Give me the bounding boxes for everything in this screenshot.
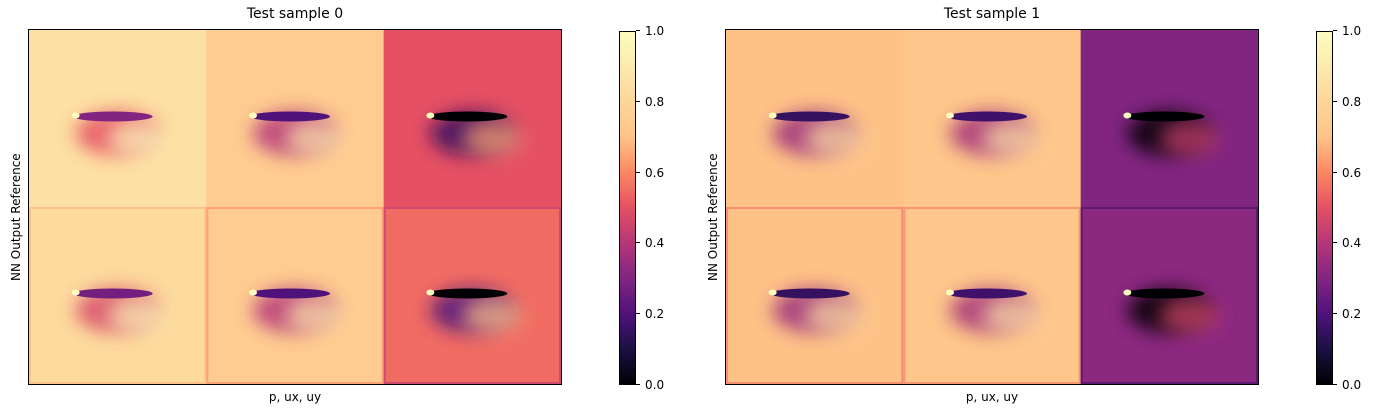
- field-panel-reference-uy: [383, 207, 561, 384]
- y-axis-label-0: NN Output Reference: [9, 153, 23, 281]
- colorbar-tick-label: 0.2: [635, 307, 665, 322]
- field-panel-nn-output-ux: [206, 30, 385, 208]
- field-panel-nn-output-ux: [903, 30, 1082, 208]
- colorbar-tick-label: 0.6: [635, 165, 665, 180]
- field-panel-nn-output-uy: [1080, 30, 1258, 208]
- y-axis-label-1: NN Output Reference: [706, 153, 720, 281]
- colorbar-tick-label: 0.8: [1332, 94, 1362, 109]
- colorbar-tick-label: 0.0: [635, 378, 665, 392]
- plot-title-1: Test sample 1: [943, 6, 1041, 22]
- field-panel-nn-output-uy: [383, 30, 561, 208]
- colorbar-tick-label: 0.2: [1332, 307, 1362, 322]
- colorbar-tick-label: 0.4: [1332, 236, 1362, 251]
- colorbar-0: [619, 31, 636, 385]
- colorbar-tick-label: 0.4: [635, 236, 665, 251]
- x-axis-label-1: p, ux, uy: [965, 390, 1019, 404]
- heatmap-axes-1: [725, 29, 1259, 385]
- plot-title-0: Test sample 0: [246, 6, 344, 22]
- field-panel-reference-uy: [1080, 207, 1258, 384]
- colorbar-tick-label: 0.8: [635, 94, 665, 109]
- x-axis-label-0: p, ux, uy: [268, 390, 322, 404]
- heatmap-axes-0: [28, 29, 562, 385]
- field-panel-nn-output-p: [29, 30, 207, 208]
- field-panel-reference-ux: [206, 207, 385, 384]
- heatmap-image-1: [726, 30, 1258, 384]
- field-panel-reference-p: [726, 207, 904, 384]
- field-panel-nn-output-p: [726, 30, 904, 208]
- colorbar-tick-label: 0.0: [1332, 378, 1362, 392]
- field-panel-reference-ux: [903, 207, 1082, 384]
- field-panel-reference-p: [29, 207, 207, 384]
- colorbar-tick-label: 0.6: [1332, 165, 1362, 180]
- colorbar-tick-label: 1.0: [1332, 24, 1362, 38]
- heatmap-image-0: [29, 30, 561, 384]
- colorbar-1: [1316, 31, 1333, 385]
- colorbar-tick-label: 1.0: [635, 24, 665, 38]
